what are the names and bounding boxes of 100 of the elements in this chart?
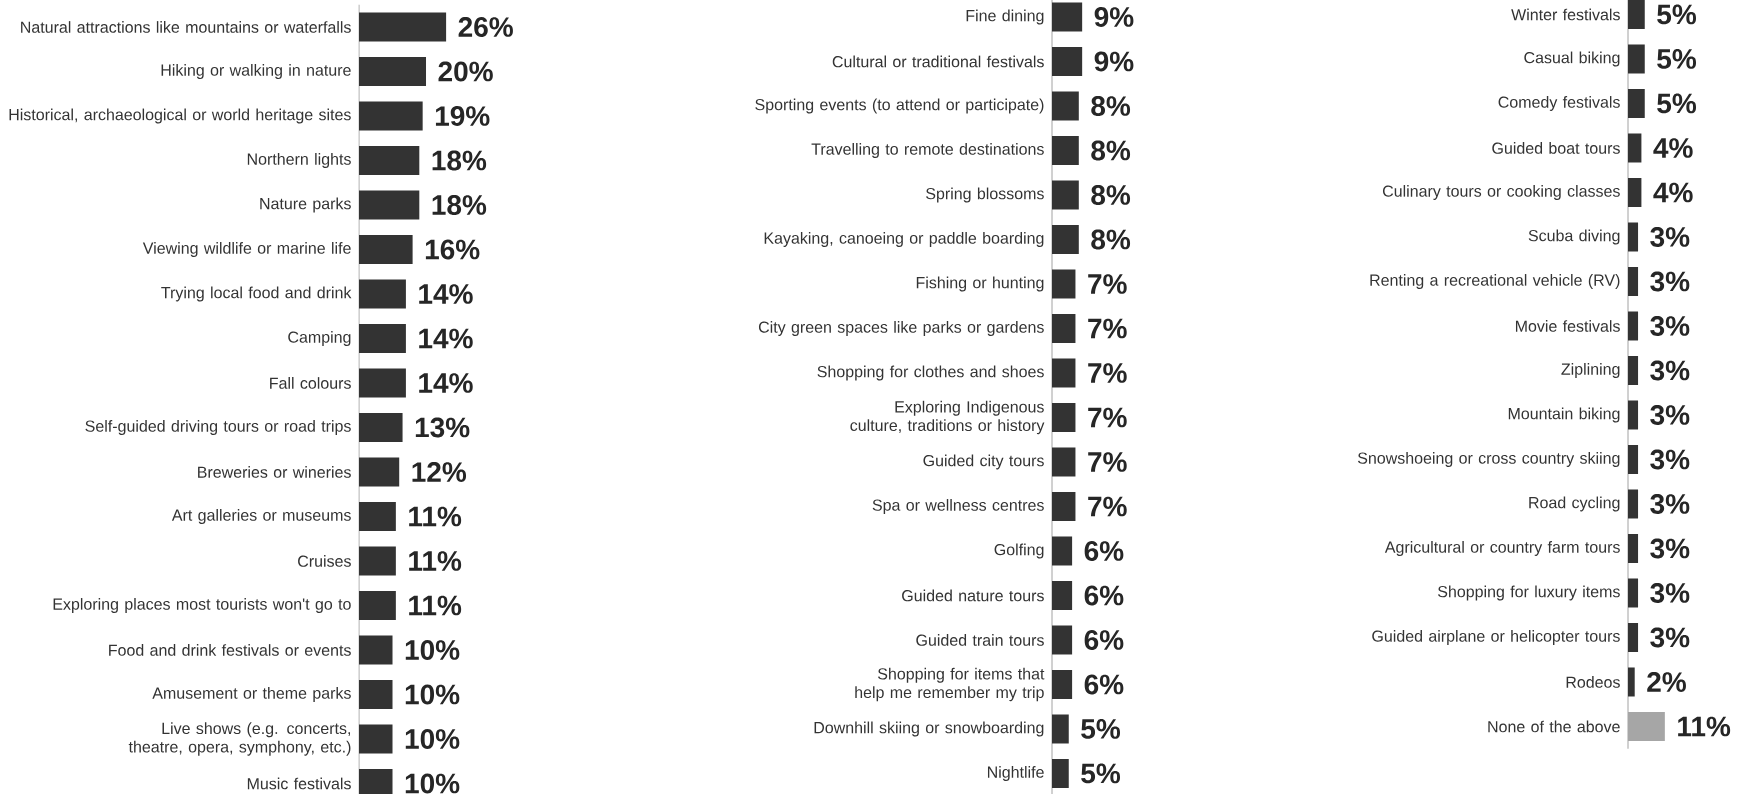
bar — [359, 724, 393, 754]
bar — [1052, 714, 1069, 744]
y-tick-label: Scuba diving — [1528, 229, 1620, 245]
y-tick-label: Agricultural or country farm tours — [1384, 541, 1620, 556]
data-label: 16% — [425, 239, 480, 260]
data-label: 11% — [1678, 716, 1731, 737]
data-label: 7% — [1088, 452, 1127, 472]
data-label: 3% — [1650, 583, 1690, 603]
data-label: 6% — [1084, 630, 1124, 650]
y-tick-label: Ziplining — [1561, 363, 1620, 378]
data-label: 8% — [1091, 96, 1131, 116]
y-tick-label: Snowshoeing or cross country skiing — [1357, 452, 1620, 467]
data-label: 7% — [1088, 407, 1127, 428]
y-tick-label: Food and drink festivals or events — [109, 644, 351, 656]
data-label: 7% — [1088, 318, 1127, 339]
y-tick-label: Exploring places most tourists won't go to — [53, 598, 351, 613]
bar — [359, 279, 406, 309]
data-label: 11% — [409, 551, 462, 571]
bar — [359, 235, 413, 264]
bar — [1052, 91, 1079, 121]
y-tick-label: Natural attractions like mountains or waterfalls — [21, 21, 351, 33]
data-label: 7% — [1088, 496, 1127, 517]
y-tick-label: Fine dining — [966, 9, 1044, 25]
data-label: 14% — [419, 373, 473, 393]
bar — [1628, 89, 1645, 118]
y-tick-label: Nightlife — [987, 766, 1044, 781]
data-label: 8% — [1091, 229, 1131, 250]
y-tick-label: Live shows (e.g. concerts, theatre, opera, symphony, etc.) — [128, 722, 351, 756]
data-label: 10% — [405, 729, 460, 749]
bar — [1628, 355, 1639, 385]
data-label: 5% — [1081, 719, 1121, 739]
data-label: 9% — [1094, 51, 1134, 72]
bar — [1052, 2, 1083, 32]
y-tick-label: Guided train tours — [916, 634, 1044, 646]
data-label: 11% — [409, 595, 462, 616]
y-tick-label: Cruises — [298, 555, 351, 567]
y-tick-label: Historical, archaeological or world heritage sites — [9, 108, 351, 124]
y-tick-label: Casual biking — [1524, 51, 1620, 67]
y-tick-label: Rodeos — [1566, 676, 1620, 688]
data-label: 5% — [1657, 4, 1697, 25]
data-label: 26% — [458, 17, 513, 37]
data-label: 19% — [435, 106, 490, 126]
y-tick-label: Sporting events (to attend or participate) — [755, 98, 1044, 114]
y-tick-label: Mountain biking — [1508, 407, 1620, 423]
bar — [1052, 403, 1076, 432]
bar — [1052, 536, 1073, 566]
y-tick-label: Art galleries or museums — [171, 509, 351, 524]
y-tick-label: City green spaces like parks or gardens — [758, 321, 1044, 336]
bar — [1052, 47, 1083, 76]
bar — [1052, 580, 1073, 610]
y-tick-label: Downhill skiing or snowboarding — [814, 721, 1044, 737]
y-tick-label: Road cycling — [1529, 496, 1620, 512]
y-tick-label: Northern lights — [247, 153, 351, 168]
y-tick-label: Guided nature tours — [902, 589, 1044, 602]
bar — [359, 190, 420, 220]
data-label: 20% — [438, 61, 493, 82]
bar — [1628, 0, 1645, 29]
bar — [1052, 491, 1076, 521]
data-label: 10% — [405, 684, 460, 705]
y-tick-label: Golfing — [994, 543, 1044, 559]
y-tick-label: Hiking or walking in nature — [161, 64, 351, 79]
y-tick-label: Music festivals — [247, 777, 351, 790]
bar — [359, 501, 396, 531]
bar — [1628, 266, 1639, 296]
y-tick-label: Shopping for luxury items — [1438, 585, 1620, 601]
y-tick-label: Fishing or hunting — [916, 276, 1044, 292]
y-tick-label: Self-guided driving tours or road trips — [85, 420, 351, 435]
bar — [1628, 445, 1639, 474]
data-label: 3% — [1650, 271, 1690, 292]
data-label: 3% — [1650, 227, 1690, 247]
bar — [359, 146, 420, 175]
y-tick-label: Fall colours — [270, 377, 351, 389]
data-label: 10% — [405, 773, 460, 794]
bar — [1628, 533, 1639, 563]
data-label: 6% — [1084, 541, 1124, 561]
data-label: 10% — [405, 640, 460, 660]
y-tick-label: Travelling to remote destinations — [811, 143, 1044, 158]
bar — [1628, 177, 1642, 207]
bar — [1052, 358, 1076, 388]
bar — [359, 590, 396, 620]
bar — [1628, 578, 1639, 608]
bar — [1052, 180, 1079, 210]
bar — [1628, 311, 1639, 341]
y-tick-label: Kayaking, canoeing or paddle boarding — [764, 232, 1044, 247]
bar — [359, 457, 400, 487]
data-label: 7% — [1088, 363, 1127, 383]
bar — [1052, 758, 1069, 788]
data-label: 8% — [1091, 140, 1131, 161]
data-label: 11% — [409, 506, 462, 527]
data-label: 3% — [1650, 449, 1690, 470]
y-tick-label: Shopping for clothes and shoes — [817, 365, 1044, 381]
data-label: 5% — [1081, 763, 1121, 784]
data-label: 3% — [1650, 627, 1690, 648]
bar — [1052, 313, 1076, 343]
y-tick-label: Guided boat tours — [1492, 142, 1620, 154]
bar — [1052, 669, 1073, 699]
bar — [1628, 44, 1645, 74]
bar — [359, 323, 406, 353]
y-tick-label: Spring blossoms — [926, 187, 1044, 203]
bar — [1628, 667, 1635, 697]
